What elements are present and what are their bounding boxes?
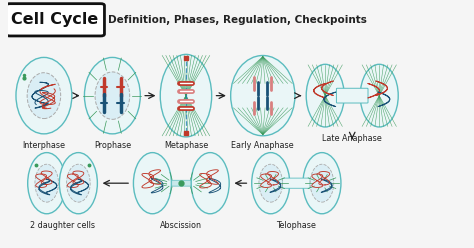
Ellipse shape — [16, 58, 72, 134]
Text: Abscission: Abscission — [160, 221, 202, 230]
Text: Late Anaphase: Late Anaphase — [322, 134, 382, 143]
Ellipse shape — [310, 164, 334, 202]
Ellipse shape — [27, 153, 66, 214]
Ellipse shape — [303, 153, 341, 214]
Ellipse shape — [160, 54, 212, 137]
Ellipse shape — [95, 72, 130, 119]
FancyBboxPatch shape — [337, 88, 368, 103]
FancyBboxPatch shape — [172, 180, 191, 186]
Ellipse shape — [59, 153, 97, 214]
Text: 2 daughter cells: 2 daughter cells — [30, 221, 95, 230]
Text: Telophase: Telophase — [276, 221, 316, 230]
Ellipse shape — [84, 58, 140, 134]
Text: Prophase: Prophase — [94, 141, 131, 150]
Ellipse shape — [306, 64, 344, 127]
Ellipse shape — [35, 164, 58, 202]
Text: Interphase: Interphase — [22, 141, 65, 150]
Ellipse shape — [191, 153, 229, 214]
Ellipse shape — [259, 164, 283, 202]
Ellipse shape — [360, 64, 398, 127]
Ellipse shape — [252, 153, 290, 214]
Ellipse shape — [231, 56, 295, 136]
FancyBboxPatch shape — [6, 4, 104, 36]
Ellipse shape — [133, 153, 172, 214]
Text: Definition, Phases, Regulation, Checkpoints: Definition, Phases, Regulation, Checkpoi… — [108, 15, 366, 25]
Text: Metaphase: Metaphase — [164, 141, 208, 150]
FancyBboxPatch shape — [283, 178, 310, 188]
Text: Early Anaphase: Early Anaphase — [231, 141, 294, 150]
Text: Cell Cycle: Cell Cycle — [10, 12, 98, 27]
Ellipse shape — [66, 164, 90, 202]
Ellipse shape — [27, 73, 61, 119]
